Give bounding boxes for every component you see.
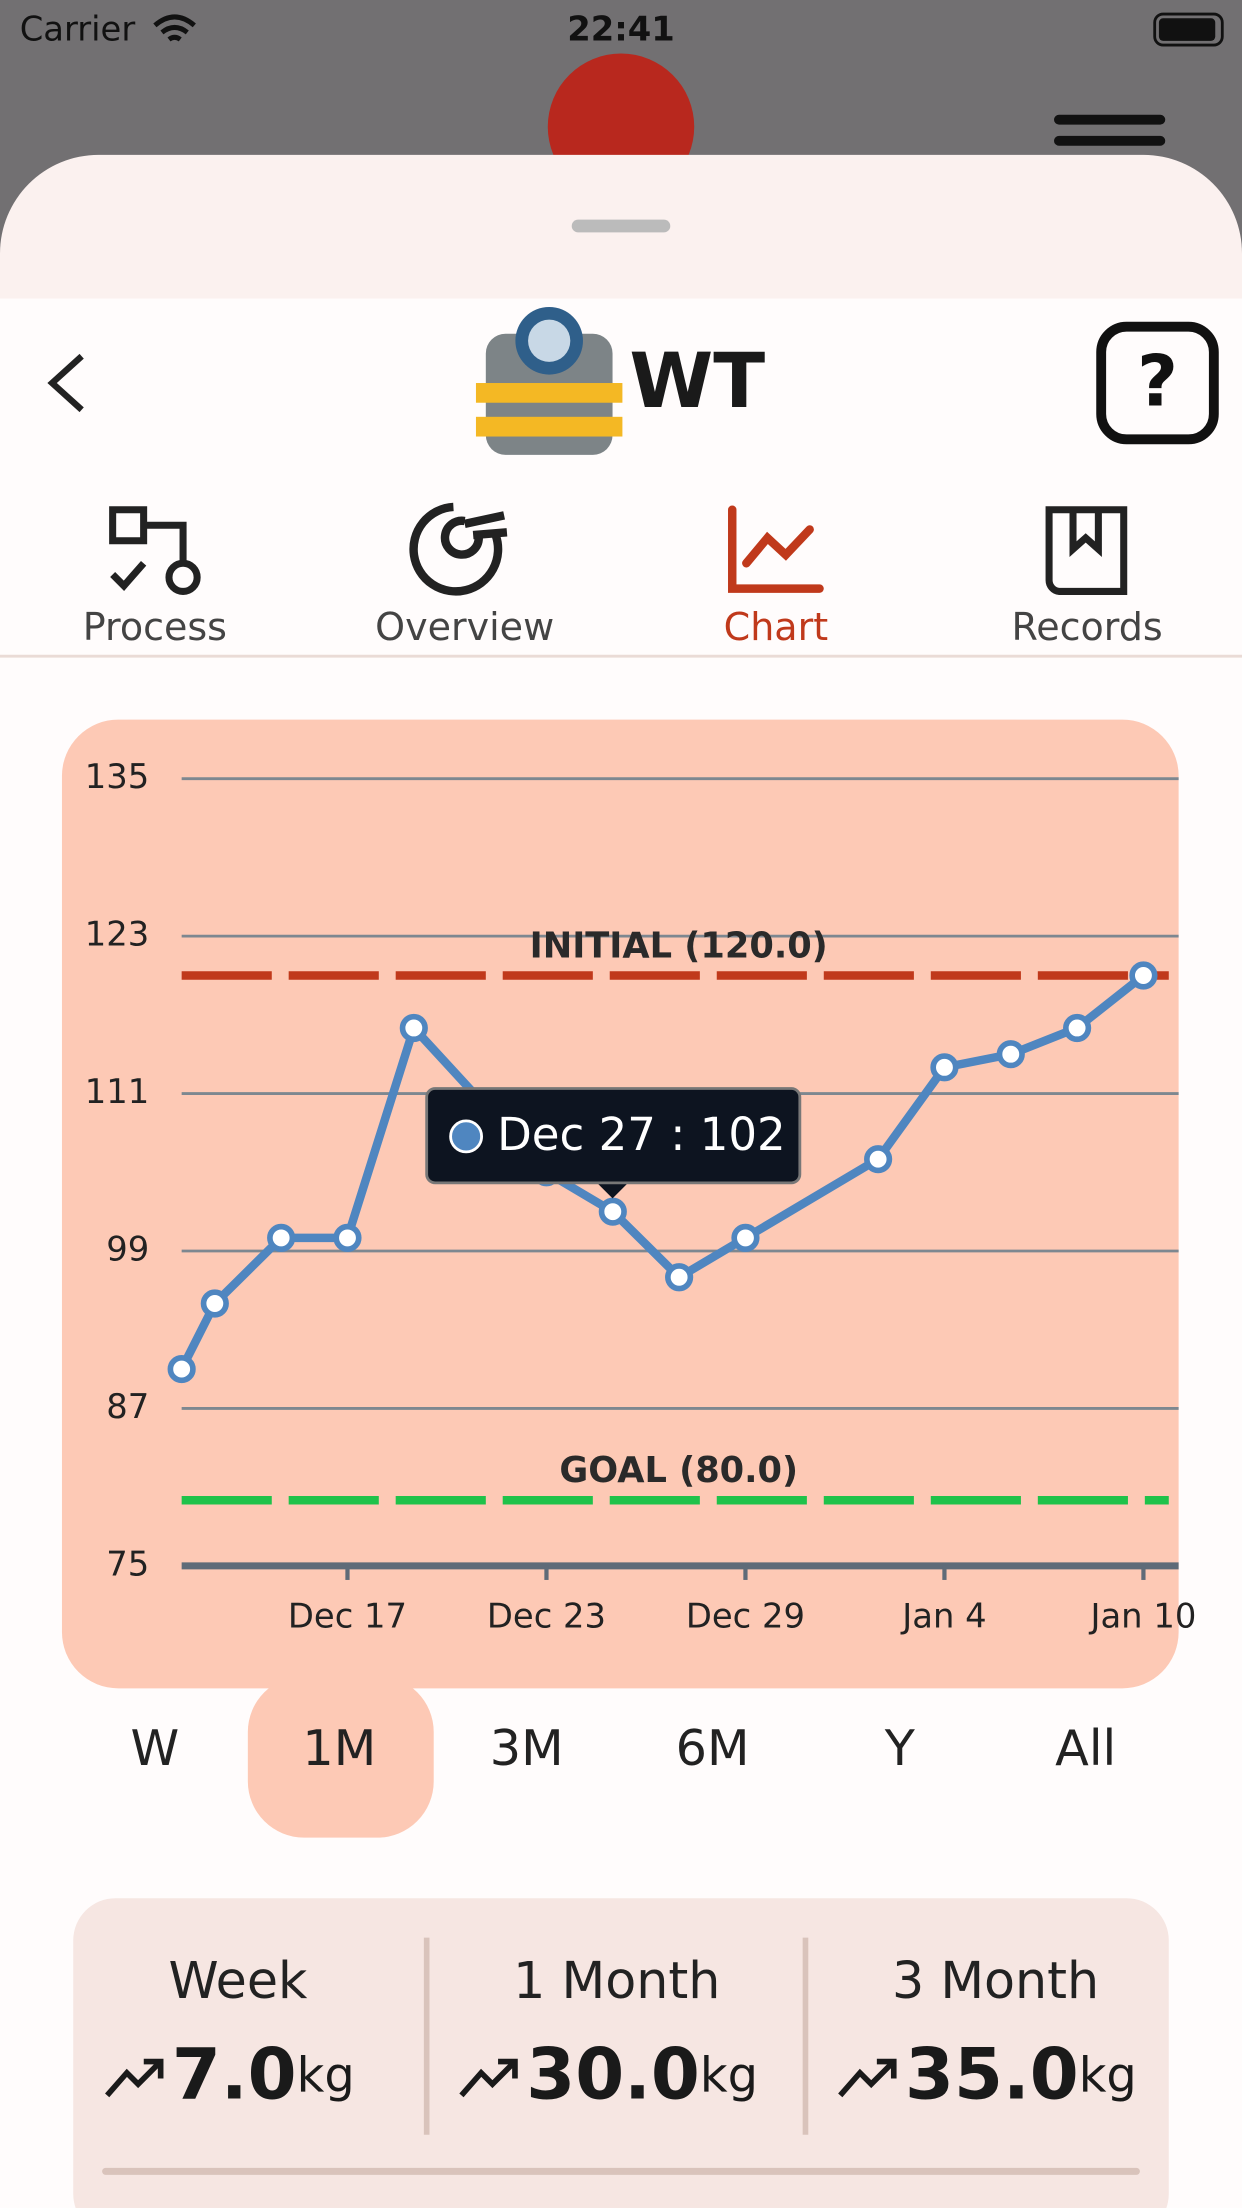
stat-value: 7.0kg — [172, 2033, 355, 2115]
stat-number: 30.0 — [526, 2033, 700, 2115]
data-point — [167, 1355, 196, 1384]
stat-label: 1 Month — [513, 1951, 720, 2010]
range-active — [247, 1675, 434, 1838]
range-button[interactable]: 1M — [302, 1719, 376, 1777]
y-tick-label: 111 — [85, 1072, 149, 1111]
data-point — [399, 1013, 428, 1043]
y-tick-label: 135 — [85, 757, 149, 796]
x-tick-label: Dec 29 — [686, 1596, 805, 1635]
battery — [1153, 12, 1224, 47]
x-tick-label: Jan 10 — [1089, 1596, 1197, 1635]
back-button[interactable] — [47, 353, 84, 413]
x-tick-label: Dec 17 — [288, 1596, 407, 1635]
carrier: Carrier — [20, 9, 136, 48]
data-point — [1063, 1013, 1092, 1043]
trend-icon — [459, 2058, 518, 2098]
data-point — [1129, 961, 1158, 990]
stat-number: 7.0 — [172, 2033, 297, 2115]
tab-label[interactable]: Process — [83, 605, 227, 649]
y-tick-label: 99 — [106, 1230, 149, 1269]
stat-value: 35.0kg — [905, 2033, 1137, 2115]
battery-level — [1158, 18, 1216, 41]
tab-label[interactable]: Chart — [724, 605, 828, 649]
data-point — [665, 1263, 694, 1292]
menu-button[interactable] — [1054, 114, 1166, 146]
range-button[interactable]: 3M — [490, 1719, 564, 1777]
stat-unit: kg — [700, 2048, 758, 2103]
tab-label[interactable]: Records — [1012, 605, 1163, 649]
data-point — [333, 1223, 362, 1252]
stat-unit: kg — [1079, 2048, 1137, 2103]
help-button[interactable] — [1096, 321, 1219, 445]
sheet-handle — [571, 219, 671, 233]
y-tick-label: 75 — [106, 1544, 149, 1583]
stat-label: Week — [169, 1951, 309, 2010]
range-button[interactable]: All — [1055, 1719, 1116, 1777]
data-point — [864, 1145, 893, 1174]
y-tick-label: 87 — [106, 1387, 149, 1426]
range-button[interactable]: Y — [884, 1719, 916, 1777]
tooltip — [425, 1087, 802, 1185]
header-title: WT — [629, 336, 765, 425]
reference-label: GOAL (80.0) — [559, 1450, 798, 1491]
range-button[interactable]: 6M — [676, 1719, 750, 1777]
help-icon: ? — [1137, 340, 1178, 422]
stat-unit: kg — [297, 2048, 355, 2103]
stat-number: 35.0 — [905, 2033, 1079, 2115]
stats-card — [73, 1898, 1169, 2208]
x-tick-label: Jan 4 — [900, 1596, 986, 1635]
data-point — [731, 1223, 760, 1252]
tab-label[interactable]: Overview — [375, 605, 554, 649]
tab-icons — [109, 502, 1128, 596]
data-point — [267, 1223, 296, 1252]
data-point — [930, 1053, 959, 1082]
clock: 22:41 — [567, 9, 675, 48]
y-tick-label: 123 — [85, 915, 149, 954]
stat-value: 30.0kg — [526, 2033, 758, 2115]
data-point — [598, 1197, 627, 1226]
data-point — [996, 1040, 1025, 1069]
stat-label: 3 Month — [892, 1951, 1099, 2010]
wifi-icon — [153, 14, 196, 42]
header-icon — [475, 306, 623, 455]
tooltip-swatch — [449, 1119, 483, 1154]
range-button[interactable]: W — [131, 1719, 180, 1777]
x-tick-label: Dec 23 — [487, 1596, 606, 1635]
trend-icon — [105, 2058, 164, 2098]
reference-label: INITIAL (120.0) — [530, 925, 828, 966]
tooltip-text: Dec 27 : 102 — [497, 1108, 786, 1161]
tooltip-pointer — [595, 1181, 630, 1199]
trend-icon — [838, 2058, 897, 2098]
data-point — [200, 1289, 229, 1318]
